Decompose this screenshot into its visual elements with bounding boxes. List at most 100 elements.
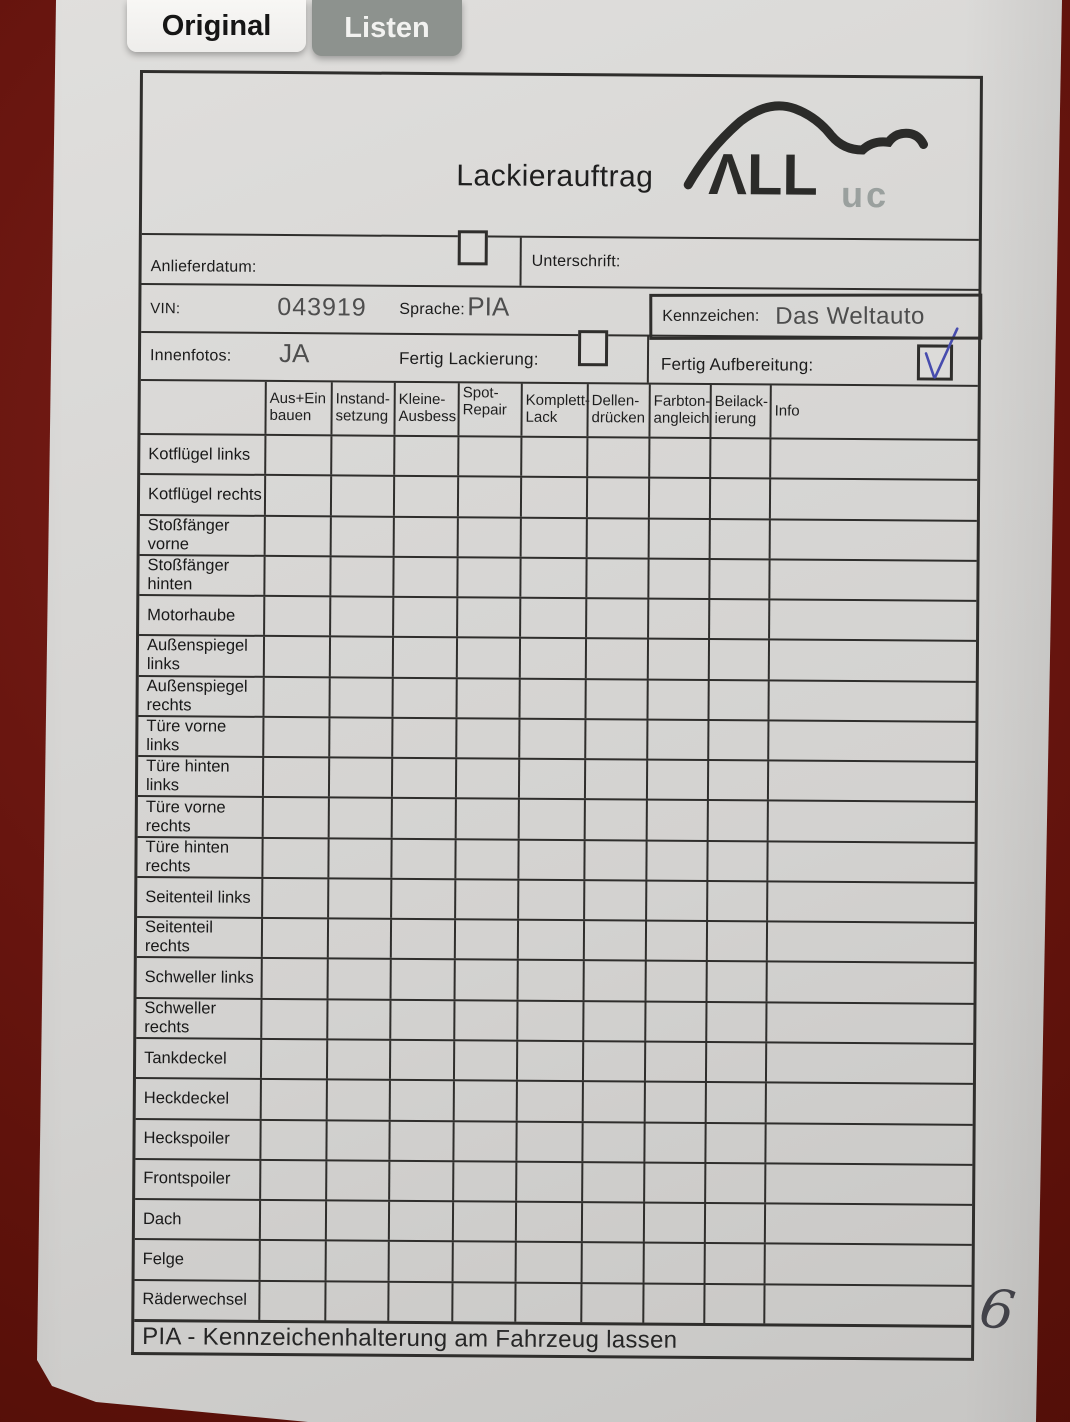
table-row: Seitenteil rechts — [136, 916, 975, 963]
anlieferdatum-label: Anlieferdatum: — [150, 258, 257, 276]
grid-cell — [330, 436, 394, 476]
divider — [646, 336, 650, 383]
grid-cell — [453, 960, 517, 1000]
logo-uc-text: uc — [841, 173, 890, 216]
grid-cell — [519, 477, 587, 517]
divider — [519, 237, 522, 286]
page-number: 6 — [975, 1275, 1020, 1344]
grid-cell — [586, 438, 649, 477]
grid-cell — [452, 1121, 516, 1161]
row-label: Türe hinten rechts — [145, 837, 230, 876]
grid-cell — [258, 1281, 325, 1321]
grid-cell — [324, 1241, 388, 1281]
grid-cell — [456, 517, 520, 557]
grid-cell — [764, 1043, 974, 1084]
column-header: Dellen- drücken — [586, 384, 649, 437]
table-row: Stoßfänger vorne — [139, 513, 977, 560]
tab-listen[interactable]: Listen — [312, 0, 462, 56]
grid-cell — [765, 1003, 974, 1043]
fertig-lackierung-label: Fertig Lackierung: — [398, 348, 539, 369]
grid-cell — [327, 758, 392, 798]
row-label: Heckspoiler — [143, 1129, 230, 1148]
table-row: Außenspiegel rechts — [138, 674, 976, 721]
grid-cell — [514, 1283, 581, 1322]
grid-cell — [764, 1123, 973, 1164]
grid-cell — [767, 721, 976, 761]
grid-cell — [325, 1040, 390, 1080]
grid-cell — [260, 919, 328, 958]
grid-cell — [585, 558, 648, 598]
grid-cell — [261, 798, 328, 837]
table-row: Frontspoiler — [135, 1157, 973, 1204]
grid-cell — [451, 1202, 516, 1241]
footer-note: PIA - Kennzeichenhalterung am Fahrzeug l… — [142, 1323, 678, 1355]
grid-cell — [326, 919, 391, 959]
logo-all-text: ΛLL — [708, 141, 819, 208]
table-row: Räderwechsel — [134, 1278, 972, 1325]
fertig-lackierung-checkbox — [577, 330, 609, 367]
grid-cell — [643, 1163, 705, 1203]
grid-cell — [263, 596, 330, 636]
grid-cell — [581, 1082, 644, 1122]
grid-cell — [392, 517, 457, 557]
grid-cell — [581, 1122, 644, 1162]
car-silhouette-icon — [683, 101, 928, 190]
footer-row: PIA - Kennzeichenhalterung am Fahrzeug l… — [134, 1318, 972, 1359]
grid-cell — [766, 882, 975, 923]
grid-cell — [391, 638, 457, 677]
grid-cell — [646, 680, 708, 719]
grid-cell — [259, 1120, 326, 1160]
row-label: Türe hinten links — [145, 757, 230, 795]
grid-cell — [648, 438, 710, 478]
grid-cell — [584, 719, 647, 759]
grid-cell — [261, 757, 329, 797]
grid-cell — [704, 1163, 765, 1203]
fertig-aufbereitung-label: Fertig Aufbereitung: — [660, 354, 814, 375]
grid-cell — [517, 880, 584, 920]
table-row: Stoßfänger hinten — [139, 553, 977, 600]
row-label: Frontspoiler — [143, 1169, 231, 1189]
grid-cell — [324, 1201, 389, 1241]
grid-cell — [451, 1242, 515, 1282]
grid-cell — [390, 839, 455, 879]
grid-cell — [326, 1000, 390, 1039]
grid-cell — [325, 1120, 389, 1160]
grid-cell — [390, 758, 456, 798]
grid-cell — [329, 597, 393, 637]
grid-cell — [517, 800, 584, 839]
row-label: Türe vorne rechts — [145, 797, 226, 835]
grid-cell — [455, 678, 519, 718]
vin-label: VIN: — [150, 300, 181, 318]
grid-cell — [768, 519, 977, 560]
grid-cell — [388, 1081, 453, 1120]
table-row: Felge — [134, 1238, 972, 1285]
sprache-label: Sprache: — [399, 300, 466, 319]
grid-cell — [645, 760, 708, 800]
kennzeichen-value: Das Weltauto — [775, 302, 925, 330]
grid-cell — [647, 599, 709, 639]
grid-cell — [708, 559, 769, 599]
grid-cell — [388, 1040, 454, 1080]
form-header: Lackierauftrag ΛLL uc — [142, 73, 980, 239]
table-row: Heckdeckel — [135, 1077, 973, 1124]
grid-cell — [647, 478, 710, 518]
grid-cell — [584, 679, 647, 719]
grid-cell — [644, 921, 707, 961]
form-title: Lackierauftrag — [456, 159, 654, 194]
row-label: Tankdeckel — [144, 1048, 227, 1068]
grid-cell — [327, 838, 391, 878]
tab-original[interactable]: Original — [127, 0, 306, 52]
grid-cell — [389, 1000, 454, 1040]
grid-cell — [644, 1002, 706, 1041]
grid-cell — [387, 1282, 452, 1322]
grid-cell — [582, 961, 645, 1001]
table-header-row: Aus+Ein bauen Instand- setzung Kleine- Aus… — [140, 379, 978, 439]
grid-cell — [327, 879, 391, 918]
grid-cell — [647, 559, 709, 599]
grid-cell — [388, 1121, 453, 1160]
table-row: Kotflügel rechts — [139, 473, 978, 520]
grid-cell — [456, 477, 521, 517]
column-header: Spot- Repair — [457, 383, 521, 436]
grid-cell — [264, 435, 331, 475]
grid-cell — [261, 838, 328, 878]
